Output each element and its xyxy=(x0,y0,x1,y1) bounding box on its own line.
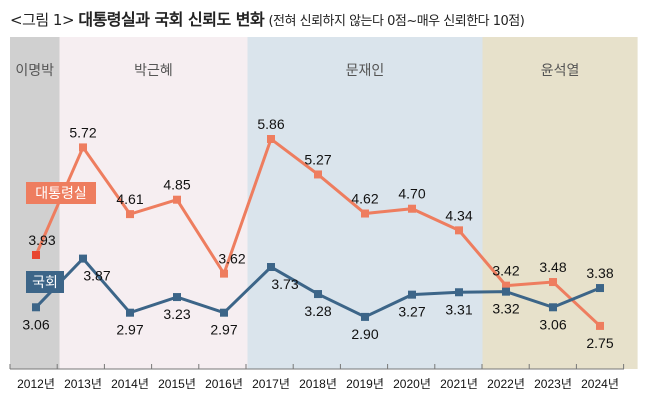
data-point xyxy=(314,170,322,179)
data-point xyxy=(220,308,228,317)
title-main: 대통령실과 국회 신뢰도 변화 xyxy=(78,10,265,29)
period-label: 박근혜 xyxy=(134,63,173,79)
x-tick-label: 2019년 xyxy=(346,377,384,391)
data-label: 3.93 xyxy=(28,232,55,248)
data-point xyxy=(596,284,604,293)
title-sub: (전혀 신뢰하지 않는다 0점~매우 신뢰한다 10점) xyxy=(268,14,525,29)
data-label: 3.73 xyxy=(271,276,298,292)
chart-title: <그림 1> 대통령실과 국회 신뢰도 변화 (전혀 신뢰하지 않는다 0점~매… xyxy=(10,6,525,30)
data-point xyxy=(408,290,416,299)
data-point xyxy=(267,135,275,143)
data-point xyxy=(502,287,510,296)
data-point xyxy=(455,226,463,235)
data-label: 2.75 xyxy=(586,335,613,351)
data-point xyxy=(79,143,87,152)
data-label: 2.97 xyxy=(116,322,143,338)
data-label: 3.42 xyxy=(492,263,519,279)
data-label: 3.27 xyxy=(398,304,425,320)
data-label: 3.32 xyxy=(492,301,519,317)
data-point xyxy=(173,195,181,204)
legend-badge-1 xyxy=(26,271,64,293)
data-label: 3.62 xyxy=(218,251,245,267)
data-point xyxy=(126,308,134,317)
data-label: 3.31 xyxy=(445,301,472,317)
data-label: 3.06 xyxy=(539,316,566,332)
x-tick-label: 2013년 xyxy=(64,377,102,391)
x-tick-label: 2024년 xyxy=(581,377,619,391)
x-tick-label: 2017년 xyxy=(252,377,290,391)
data-label: 4.85 xyxy=(163,177,190,193)
data-point xyxy=(549,278,557,287)
period-label: 문재인 xyxy=(346,63,385,79)
legend-label: 대통령실 xyxy=(35,186,87,202)
data-label: 3.48 xyxy=(539,259,566,275)
data-label: 3.38 xyxy=(586,265,613,281)
data-label: 4.70 xyxy=(398,186,425,202)
data-label: 3.87 xyxy=(83,268,110,284)
data-point xyxy=(32,303,40,312)
x-tick-label: 2016년 xyxy=(205,377,243,391)
figure-number: <그림 1> xyxy=(10,11,75,29)
data-label: 3.28 xyxy=(304,303,331,319)
data-point xyxy=(32,250,40,259)
data-point xyxy=(126,210,134,219)
data-point xyxy=(314,290,322,299)
data-point xyxy=(502,281,510,290)
period-band-3 xyxy=(482,37,638,369)
legend-label: 국회 xyxy=(32,275,58,291)
x-tick-label: 2014년 xyxy=(111,377,149,391)
data-label: 5.72 xyxy=(69,124,96,140)
data-label: 2.97 xyxy=(210,322,237,338)
data-label: 5.86 xyxy=(257,116,284,132)
data-point xyxy=(173,293,181,302)
data-point xyxy=(455,288,463,297)
period-label: 이명박 xyxy=(15,63,54,79)
data-label: 5.27 xyxy=(304,151,331,167)
data-point xyxy=(361,312,369,321)
data-point xyxy=(596,321,604,330)
data-point xyxy=(79,254,87,263)
x-tick-label: 2021년 xyxy=(440,377,478,391)
period-label: 윤석열 xyxy=(541,63,580,79)
data-point xyxy=(220,269,228,278)
data-point xyxy=(549,303,557,312)
data-point xyxy=(408,204,416,213)
data-label: 3.23 xyxy=(163,306,190,322)
data-point xyxy=(267,263,275,272)
data-label: 2.90 xyxy=(351,326,378,342)
data-label: 4.62 xyxy=(351,191,378,207)
data-label: 4.34 xyxy=(445,207,472,223)
x-tick-label: 2015년 xyxy=(158,377,196,391)
data-label: 3.06 xyxy=(22,316,49,332)
legend-badge-0 xyxy=(26,182,96,204)
data-label: 4.61 xyxy=(116,191,143,207)
x-tick-label: 2023년 xyxy=(534,377,572,391)
x-tick-label: 2020년 xyxy=(393,377,431,391)
x-tick-label: 2022년 xyxy=(487,377,525,391)
data-point xyxy=(361,209,369,218)
x-tick-label: 2018년 xyxy=(299,377,337,391)
x-tick-label: 2012년 xyxy=(17,377,55,391)
